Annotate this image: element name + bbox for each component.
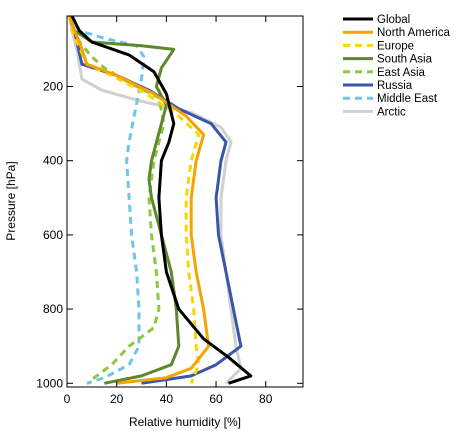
y-axis-label: Pressure [hPa]	[4, 161, 18, 240]
series-line-global	[70, 15, 253, 385]
series-line-south-asia	[68, 15, 181, 385]
x-tick-label: 40	[160, 392, 174, 406]
y-tick-label: 800	[43, 302, 63, 316]
legend-label-global: Global	[377, 14, 410, 26]
x-tick-label: 20	[110, 392, 124, 406]
x-axis-label: Relative humidity [%]	[129, 415, 241, 429]
legend-label-europe: Europe	[377, 40, 414, 52]
series-lines	[68, 15, 253, 385]
y-tick-label: 1000	[36, 376, 63, 390]
y-tick-label: 600	[43, 228, 63, 242]
x-tick-label: 0	[64, 392, 71, 406]
legend-label-middle-east: Middle East	[377, 93, 438, 105]
legend-label-south-asia: South Asia	[377, 54, 433, 66]
series-line-north-america	[68, 15, 211, 385]
series-line-arctic	[68, 15, 243, 385]
series-line-east-asia	[68, 15, 166, 381]
y-tick-label: 400	[43, 154, 63, 168]
series-line-russia	[68, 15, 243, 385]
plot-frame	[66, 15, 304, 388]
axis-ticks: 0 20 40 60 80 200 400 600 800 1000	[36, 16, 303, 406]
x-tick-label: 80	[259, 392, 273, 406]
legend-label-russia: Russia	[377, 80, 413, 92]
x-tick-label: 60	[209, 392, 223, 406]
legend-label-north-america: North America	[377, 27, 450, 39]
series-line-europe	[68, 15, 201, 384]
y-tick-label: 200	[43, 79, 63, 93]
legend-label-east-asia: East Asia	[377, 67, 426, 79]
legend-label-arctic: Arctic	[377, 106, 406, 118]
